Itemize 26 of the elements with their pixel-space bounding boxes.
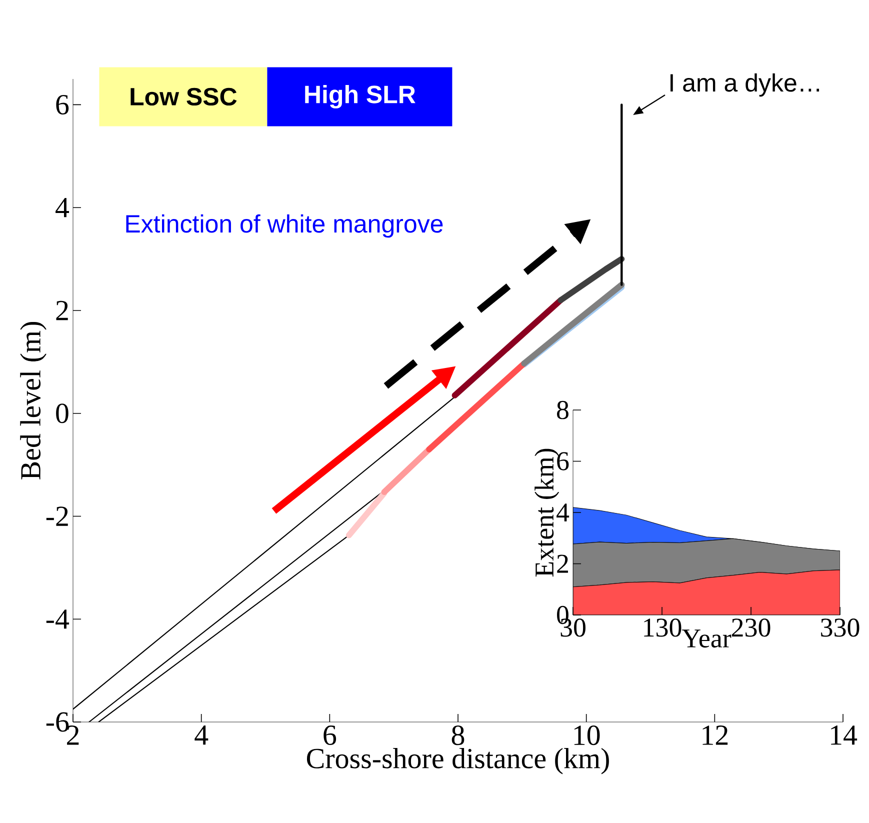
y-tick-label: -2 bbox=[46, 506, 68, 526]
annotation: High SLR bbox=[305, 84, 416, 108]
x-tick-label: 10 bbox=[574, 726, 600, 746]
x-tick-label: 12 bbox=[702, 726, 728, 745]
x-tick-label: 4 bbox=[194, 726, 208, 745]
y-tick-label: 6 bbox=[557, 452, 569, 470]
x-axis-title: Year bbox=[682, 630, 732, 648]
annotation: Extinction of white mangrove bbox=[126, 214, 443, 238]
y-tick-label: 4 bbox=[56, 198, 70, 218]
annotation: I am a dyke… bbox=[670, 73, 820, 97]
y-tick-label: 0 bbox=[56, 404, 68, 424]
y-tick-label: 2 bbox=[557, 554, 568, 573]
x-axis-title: Cross-shore distance (km) bbox=[306, 748, 609, 774]
x-tick-label: 230 bbox=[732, 618, 770, 637]
x-tick-label: 330 bbox=[821, 618, 860, 637]
x-tick-label: 6 bbox=[324, 726, 336, 746]
x-tick-label: 130 bbox=[644, 618, 682, 637]
annotation: Low SSC bbox=[130, 88, 237, 106]
x-tick-label: 8 bbox=[452, 726, 464, 746]
y-axis-title: Bed level (m) bbox=[20, 322, 46, 480]
y-tick-label: -6 bbox=[46, 712, 69, 732]
x-tick-label: 14 bbox=[831, 726, 858, 745]
y-tick-label: -4 bbox=[46, 610, 70, 629]
y-tick-label: 6 bbox=[56, 94, 69, 114]
y-tick-label: 2 bbox=[56, 300, 68, 320]
y-tick-label: 8 bbox=[557, 400, 568, 420]
